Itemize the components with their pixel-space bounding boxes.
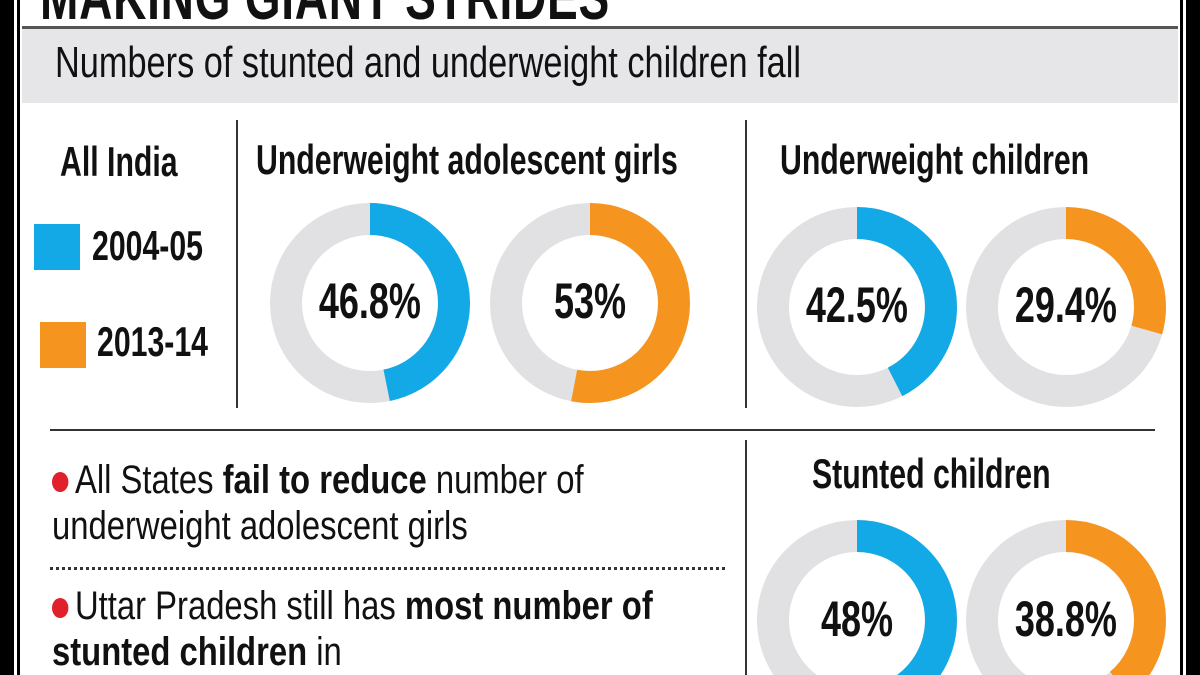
frame-border-right-inner <box>1180 0 1183 675</box>
donut-label-text: 42.5% <box>805 277 909 333</box>
subtitle: Numbers of stunted and underweight child… <box>55 38 1011 88</box>
donut-arc-2013-14 <box>966 520 1166 675</box>
bullet-bold-text: most number of stunted children <box>52 584 653 674</box>
divider <box>745 440 747 675</box>
donut-label: 53% <box>490 272 690 330</box>
donut-label-text: 53% <box>553 273 627 329</box>
bullet-text: All States <box>74 458 223 502</box>
legend-label-text: 2004-05 <box>92 222 203 269</box>
legend-label-text: 2013-14 <box>97 318 208 365</box>
donut-label: 48% <box>757 590 957 648</box>
chart-title-text: Underweight adolescent girls <box>256 136 678 183</box>
legend-title-text: All India <box>60 138 178 185</box>
bullet-text: in <box>307 630 342 674</box>
subtitle-text: Numbers of stunted and underweight child… <box>55 38 801 87</box>
divider <box>50 429 1155 431</box>
bullet-bold-text: fail to reduce <box>222 458 427 502</box>
legend-title: All India <box>60 138 223 186</box>
donut-arc-2013-14 <box>490 203 690 403</box>
legend-swatch-2004-05 <box>34 224 80 270</box>
bullet-icon <box>52 472 69 493</box>
donut-label: 38.8% <box>966 590 1166 648</box>
divider <box>745 120 747 408</box>
donut-label: 46.8% <box>270 272 470 330</box>
bullet-item: All States fail to reduce number of unde… <box>52 457 752 549</box>
legend-swatch-2013-14 <box>40 322 86 368</box>
legend-label: 2013-14 <box>97 318 251 366</box>
donut-arc-2004-05 <box>270 203 470 403</box>
donut-arc-2004-05 <box>757 207 957 407</box>
donut-label-text: 38.8% <box>1014 591 1118 647</box>
donut-label-text: 46.8% <box>318 273 422 329</box>
chart-title: Stunted children <box>812 450 1143 498</box>
donut-label-text: 29.4% <box>1014 277 1118 333</box>
donut-label: 42.5% <box>757 276 957 334</box>
divider <box>236 120 238 408</box>
donut-arc-2013-14 <box>966 207 1166 407</box>
chart-title: Underweight children <box>780 136 1200 184</box>
chart-title-text: Underweight children <box>780 136 1090 183</box>
frame-border-right <box>1186 0 1200 675</box>
chart-title: Underweight adolescent girls <box>256 136 842 184</box>
donut-label-text: 48% <box>820 591 894 647</box>
donut-label: 29.4% <box>966 276 1166 334</box>
frame-border-left <box>0 0 14 675</box>
bullet-text: Uttar Pradesh still has <box>74 584 405 628</box>
bullet-item: Uttar Pradesh still has most number of s… <box>52 583 752 675</box>
legend-label: 2004-05 <box>92 222 246 270</box>
bullet-text: number of underweight adolescent girls <box>52 458 584 548</box>
frame-border-left-inner <box>17 0 20 675</box>
subtitle-band <box>22 26 1178 103</box>
dotted-divider <box>50 567 725 570</box>
bullet-icon <box>52 598 69 619</box>
donut-arc-2004-05 <box>757 520 957 675</box>
chart-title-text: Stunted children <box>812 450 1051 497</box>
